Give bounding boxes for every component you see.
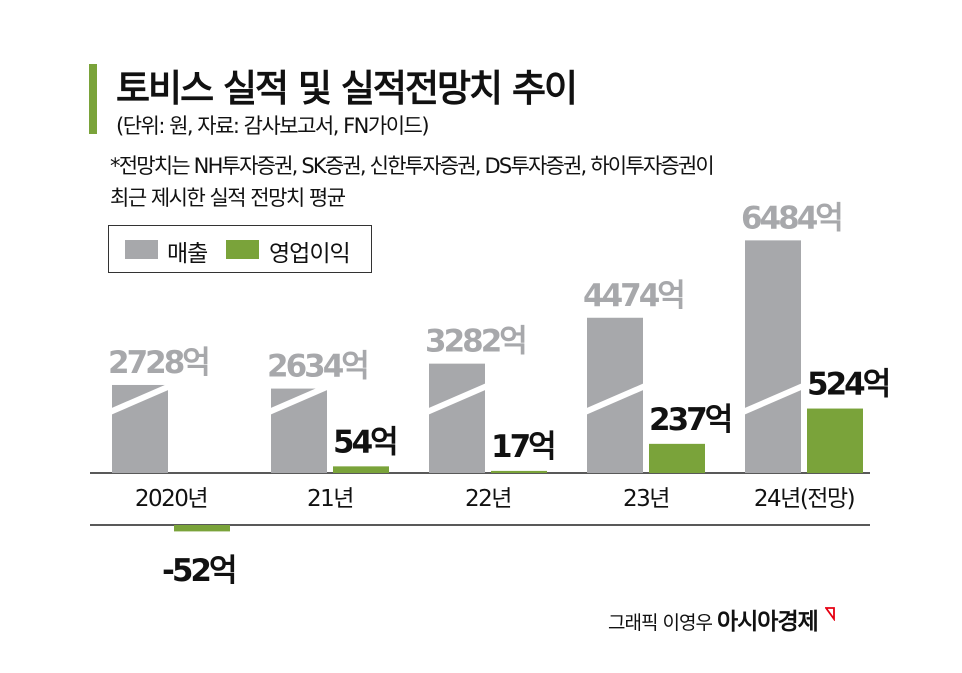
brand-logo: 아시아경제 [716, 609, 819, 635]
credit: 그래픽 이영우 아시아경제 [608, 602, 835, 636]
operating-profit-label: 54억 [333, 424, 396, 460]
revenue-label: 2728억 [108, 345, 208, 381]
x-tick-label: 21년 [307, 486, 353, 512]
operating-profit-bar [649, 443, 705, 473]
operating-profit-bar [491, 470, 547, 473]
legend-label-revenue: 매출 [167, 241, 208, 267]
legend-swatch-revenue [125, 240, 158, 259]
operating-profit-label: -52억 [162, 553, 235, 589]
revenue-bar [745, 240, 801, 473]
revenue-label: 4474억 [583, 278, 683, 314]
chart-title: 토비스 실적 및 실적전망치 추이 [116, 67, 578, 110]
axis-break-mark [267, 383, 331, 415]
credit-text: 그래픽 이영우 [608, 612, 713, 634]
brand-mark-icon [824, 607, 835, 621]
x-tick-label: 22년 [465, 486, 511, 512]
axis-break-mark [425, 383, 489, 415]
operating-profit-label: 17억 [491, 429, 554, 465]
x-tick-label: 2020년 [135, 486, 207, 512]
x-tick-label: 23년 [623, 486, 669, 512]
revenue-bar [429, 363, 485, 473]
legend: 매출 영업이익 [108, 225, 372, 273]
forecast-note-line1: *전망치는 NH투자증권, SK증권, 신한투자증권, DS투자증권, 하이투자… [110, 154, 715, 178]
revenue-bar [587, 317, 643, 473]
unit-source-note: (단위: 원, 자료: 감사보고서, FN가이드) [116, 114, 430, 138]
legend-swatch-operating-profit [226, 240, 259, 259]
legend-label-operating-profit: 영업이익 [269, 241, 351, 267]
operating-profit-label: 524억 [807, 367, 889, 403]
revenue-bar [271, 388, 327, 473]
x-tick-label: 24년(전망) [754, 486, 854, 512]
axis-break-mark [583, 383, 647, 415]
axis-break-mark [108, 383, 172, 415]
operating-profit-bar [333, 466, 389, 473]
revenue-label: 6484억 [741, 200, 841, 236]
axis-break-mark [741, 383, 805, 415]
operating-profit-label: 237억 [649, 402, 731, 438]
operating-profit-bar [174, 525, 230, 532]
forecast-note-line2: 최근 제시한 실적 전망치 평균 [110, 186, 346, 210]
revenue-label: 3282억 [425, 324, 525, 360]
title-accent-bar [89, 64, 97, 134]
operating-profit-bar [807, 408, 863, 473]
revenue-label: 2634억 [267, 349, 367, 385]
